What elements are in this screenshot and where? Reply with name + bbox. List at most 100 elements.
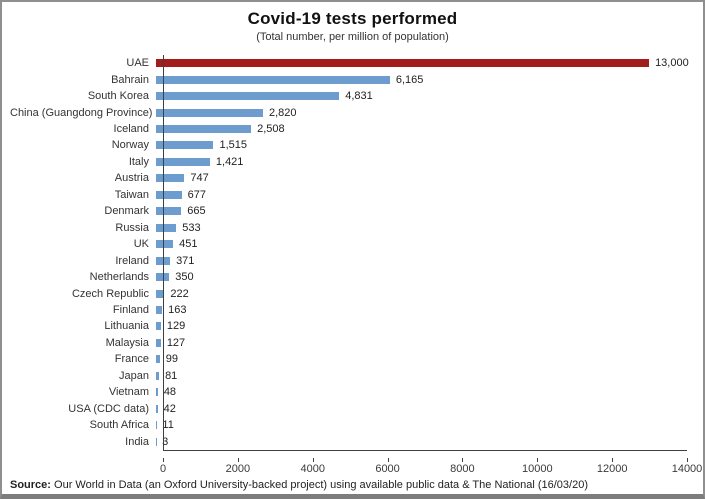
category-label: Iceland [113, 123, 149, 136]
bar-row: Japan 81 [10, 368, 687, 384]
category-label: USA (CDC data) [68, 402, 149, 415]
category-label: South Africa [89, 419, 149, 432]
category-label: UAE [126, 57, 149, 70]
category-label: South Korea [87, 90, 149, 103]
category-label: Austria [114, 172, 149, 185]
bar-track: 3 [156, 433, 687, 449]
axis-tick-label: 0 [159, 463, 167, 475]
bar-track: 1,515 [156, 137, 687, 153]
category-label: Denmark [104, 205, 149, 218]
category-label: India [125, 435, 149, 448]
bar-value-label: 81 [165, 369, 178, 382]
category-label: China (Guangdong Province) [10, 106, 153, 119]
bar-value-label: 11 [162, 419, 174, 432]
source-line: Source: Our World in Data (an Oxford Uni… [10, 479, 588, 491]
category-label: Malaysia [105, 336, 149, 349]
category-label: Ireland [115, 254, 149, 267]
bar-value-label: 4,831 [345, 90, 373, 103]
bar-value-label: 129 [166, 320, 186, 333]
category-label: Finland [112, 304, 149, 317]
bar-row: Norway 1,515 [10, 137, 687, 153]
bar-row: Bahrain 6,165 [10, 71, 687, 87]
bar [156, 207, 182, 216]
bar [156, 157, 210, 166]
bar-value-label: 451 [179, 238, 198, 251]
bar [156, 141, 214, 150]
bar-row: Vietnam 48 [10, 384, 687, 400]
category-label: Bahrain [111, 73, 149, 86]
category-label: France [114, 353, 149, 366]
bar-track: 99 [156, 351, 687, 367]
bar-value-label: 222 [170, 287, 189, 300]
axis-tick [312, 458, 314, 462]
bar-value-label: 42 [163, 402, 176, 415]
bar-track: 1,421 [156, 154, 687, 170]
bar-row: UK 451 [10, 236, 687, 252]
axis-tick-label: 14000 [671, 463, 703, 475]
axis-tick [237, 458, 239, 462]
bar [156, 322, 161, 331]
source-text: Our World in Data (an Oxford University-… [50, 479, 588, 491]
bar-value-label: 13,000 [655, 57, 689, 70]
bar-track: 127 [156, 335, 687, 351]
bar [156, 371, 160, 380]
axis-tick-label: 12000 [596, 463, 628, 475]
bar-row: France 99 [10, 351, 687, 367]
category-label: Czech Republic [71, 287, 149, 300]
bar-row: Netherlands 350 [10, 269, 687, 285]
bar-value-label: 350 [175, 271, 194, 284]
bar-track: 4,831 [156, 88, 687, 104]
bar-value-label: 48 [163, 386, 177, 399]
bar-row: Iceland 2,508 [10, 121, 687, 137]
bar-row: India 3 [10, 433, 687, 449]
bar-track: 747 [156, 170, 687, 186]
bar [156, 338, 161, 347]
bar [156, 289, 165, 298]
bar-track: 2,508 [156, 121, 687, 137]
bar-track: 451 [156, 236, 687, 252]
bar-track: 677 [156, 187, 687, 203]
bar [156, 306, 163, 315]
bar-value-label: 747 [190, 172, 209, 185]
bar-track: 11 [156, 417, 687, 433]
bar-rows: UAE 13,000 Bahrain 6,165 South Korea 4,831 Chi… [10, 55, 689, 450]
bar-track: 533 [156, 220, 687, 236]
axis-tick [687, 458, 688, 462]
axis-tick [387, 458, 389, 462]
axis-tick-label: 2000 [225, 463, 251, 475]
bar-track: 129 [156, 318, 687, 334]
bar [156, 388, 158, 397]
bar [156, 273, 170, 282]
bar-value-label: 127 [166, 336, 186, 349]
bar-row: Lithuania 129 [10, 318, 687, 334]
axis-tick-label: 10000 [521, 463, 553, 475]
bar-value-label: 1,421 [215, 155, 244, 168]
bar-value-label: 665 [187, 205, 206, 218]
bar [156, 404, 158, 413]
bar-value-label: 371 [176, 254, 195, 267]
bar-row: USA (CDC data) 42 [10, 401, 687, 417]
category-label: Netherlands [89, 271, 149, 284]
category-label: Taiwan [114, 188, 149, 201]
bar-row: Taiwan 677 [10, 187, 687, 203]
bar-row: Austria 747 [10, 170, 687, 186]
source-label: Source: [10, 479, 51, 491]
bar [156, 240, 174, 249]
axis-tick-label: 8000 [450, 463, 475, 475]
bar-track: 13,000 [156, 55, 689, 71]
category-label: Norway [111, 139, 149, 152]
axis-tick [462, 458, 464, 462]
category-label: Japan [119, 369, 149, 382]
bar-track: 350 [156, 269, 687, 285]
category-label: Vietnam [108, 386, 149, 399]
title-block: Covid-19 tests performed (Total number, … [2, 9, 703, 43]
bar-track: 42 [156, 401, 687, 417]
bar-track: 163 [156, 302, 687, 318]
bar-track: 48 [156, 384, 687, 400]
bar-value-label: 533 [182, 221, 201, 234]
axis-tick [163, 458, 164, 462]
bar [156, 75, 390, 84]
y-axis-line [163, 55, 164, 451]
bar-track: 6,165 [156, 71, 687, 87]
bar-row: Denmark 665 [10, 203, 687, 219]
